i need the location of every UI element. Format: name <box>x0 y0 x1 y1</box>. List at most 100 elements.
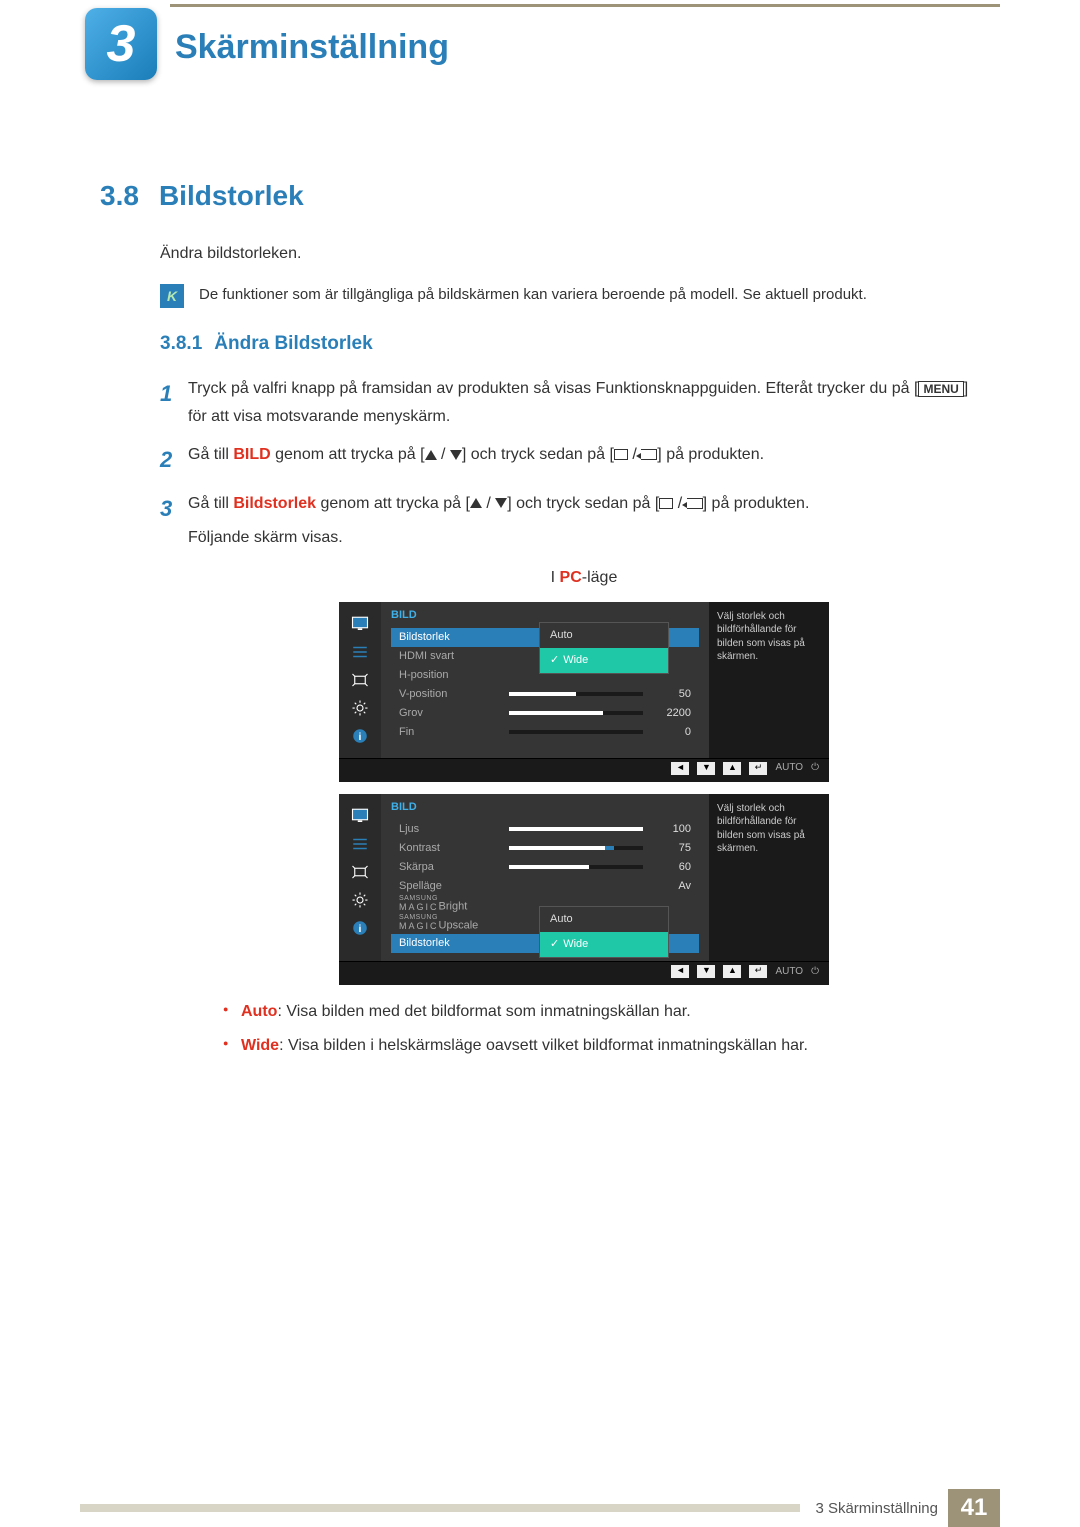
source-icon <box>659 498 673 509</box>
osd-row-label: Bildstorlek <box>399 628 509 647</box>
osd-slider <box>509 865 643 869</box>
text: ] och tryck sedan på [ <box>462 446 614 463</box>
osd-slider <box>509 711 643 715</box>
osd-value: 0 <box>651 723 691 742</box>
header-rule <box>170 4 1000 7</box>
text: ] på produkten. <box>703 495 810 512</box>
note: K De funktioner som är tillgängliga på b… <box>160 284 980 308</box>
bullet-dot-icon: ● <box>223 1034 241 1058</box>
resize-icon <box>349 863 371 881</box>
power-icon: ⏻ <box>811 759 819 777</box>
auto-label: AUTO <box>775 963 803 981</box>
enter-icon: ↵ <box>749 965 767 978</box>
text: Tryck på valfri knapp på framsidan av pr… <box>188 380 918 397</box>
monitor-icon <box>349 807 371 825</box>
footer-rule <box>80 1504 800 1512</box>
note-icon: K <box>160 284 184 308</box>
enter-icon <box>641 449 657 460</box>
text: I <box>551 569 560 586</box>
down-arrow-icon: ▼ <box>697 965 715 978</box>
osd-row: Fin 0 <box>391 723 699 742</box>
step-body: Gå till BILD genom att trycka på [ / ] o… <box>188 441 980 480</box>
osd-slider <box>509 730 643 734</box>
osd-row-label: Kontrast <box>399 839 509 858</box>
osd-row-label: Skärpa <box>399 858 509 877</box>
section-heading: 3.8Bildstorlek <box>100 180 980 212</box>
osd-dropdown: AutoWide <box>539 906 669 959</box>
osd-screenshot-1: i BILDBildstorlek▶HDMI svartH-positionV-… <box>188 602 980 782</box>
osd-tooltip: Välj storlek och bildförhållande för bil… <box>709 794 829 961</box>
osd-row-label: Ljus <box>399 820 509 839</box>
page-footer: 3 Skärminställning 41 <box>0 1489 1080 1527</box>
osd-panel: i BILDBildstorlek▶HDMI svartH-positionV-… <box>339 602 829 782</box>
enter-icon <box>687 498 703 509</box>
osd-row-label: Fin <box>399 723 509 742</box>
osd-value: 100 <box>651 820 691 839</box>
page-number: 41 <box>948 1489 1000 1527</box>
monitor-icon <box>349 615 371 633</box>
down-arrow-icon: ▼ <box>697 762 715 775</box>
osd-dropdown: AutoWide <box>539 622 669 675</box>
bullet-text: : Visa bilden med det bildformat som inm… <box>277 1003 690 1020</box>
osd-title: BILD <box>391 798 699 817</box>
auto-label: AUTO <box>775 759 803 777</box>
text: ] och tryck sedan på [ <box>507 495 659 512</box>
step-body: Gå till Bildstorlek genom att trycka på … <box>188 490 980 1068</box>
osd-dropdown-option: Wide <box>540 932 668 957</box>
down-arrow-icon <box>495 498 507 508</box>
osd-value: 60 <box>651 858 691 877</box>
osd-slider <box>509 846 643 850</box>
osd-row-label: Grov <box>399 704 509 723</box>
steps-list: 1 Tryck på valfri knapp på framsidan av … <box>160 375 980 1068</box>
osd-row-label: H-position <box>399 666 509 685</box>
osd-row-label: HDMI svart <box>399 647 509 666</box>
bullet-term: Auto <box>241 1003 277 1020</box>
mode-pc: PC <box>560 569 582 586</box>
term-bildstorlek: Bildstorlek <box>233 495 316 512</box>
step-3: 3 Gå till Bildstorlek genom att trycka p… <box>160 490 980 1068</box>
osd-dropdown-option: Auto <box>540 907 668 932</box>
enter-icon: ↵ <box>749 762 767 775</box>
step-number: 1 <box>160 375 188 431</box>
osd-value: 2200 <box>651 704 691 723</box>
list-icon <box>349 835 371 853</box>
text: Gå till <box>188 446 233 463</box>
osd-row: Kontrast 75 <box>391 839 699 858</box>
step-number: 2 <box>160 441 188 480</box>
svg-text:i: i <box>359 730 362 742</box>
list-icon <box>349 643 371 661</box>
osd-row-label: SAMSUNGMAGICUpscale <box>399 912 509 936</box>
step-1: 1 Tryck på valfri knapp på framsidan av … <box>160 375 980 431</box>
up-arrow-icon <box>470 498 482 508</box>
osd-row: Ljus 100 <box>391 820 699 839</box>
osd-row-label: V-position <box>399 685 509 704</box>
osd-row: Grov 2200 <box>391 704 699 723</box>
content: 3.8Bildstorlek Ändra bildstorleken. K De… <box>100 180 980 1078</box>
osd-value: 75 <box>651 839 691 858</box>
menu-button-label: MENU <box>918 381 963 397</box>
subsection-title: Ändra Bildstorlek <box>214 333 372 354</box>
text: ] på produkten. <box>657 446 764 463</box>
subsection-heading: 3.8.1Ändra Bildstorlek <box>160 333 980 355</box>
down-arrow-icon <box>450 450 462 460</box>
mode-label: I PC-läge <box>188 564 980 592</box>
info-icon: i <box>349 919 371 937</box>
text: -läge <box>582 569 618 586</box>
osd-sidebar: i <box>339 602 381 758</box>
note-text: De funktioner som är tillgängliga på bil… <box>199 284 867 305</box>
osd-row: V-position 50 <box>391 685 699 704</box>
osd-dropdown-option: Auto <box>540 623 668 648</box>
step-2: 2 Gå till BILD genom att trycka på [ / ]… <box>160 441 980 480</box>
osd-value: 50 <box>651 685 691 704</box>
osd-slider <box>509 827 643 831</box>
source-icon <box>614 449 628 460</box>
osd-footer: ◄ ▼ ▲ ↵ AUTO ⏻ <box>339 961 829 981</box>
resize-icon <box>349 671 371 689</box>
text: genom att trycka på [ <box>271 446 425 463</box>
osd-footer: ◄ ▼ ▲ ↵ AUTO ⏻ <box>339 758 829 778</box>
text: genom att trycka på [ <box>316 495 470 512</box>
intro-paragraph: Ändra bildstorleken. <box>160 242 980 266</box>
page: 3 Skärminställning 3.8Bildstorlek Ändra … <box>0 0 1080 30</box>
osd-slider <box>509 692 643 696</box>
chapter-title: Skärminställning <box>175 28 449 67</box>
